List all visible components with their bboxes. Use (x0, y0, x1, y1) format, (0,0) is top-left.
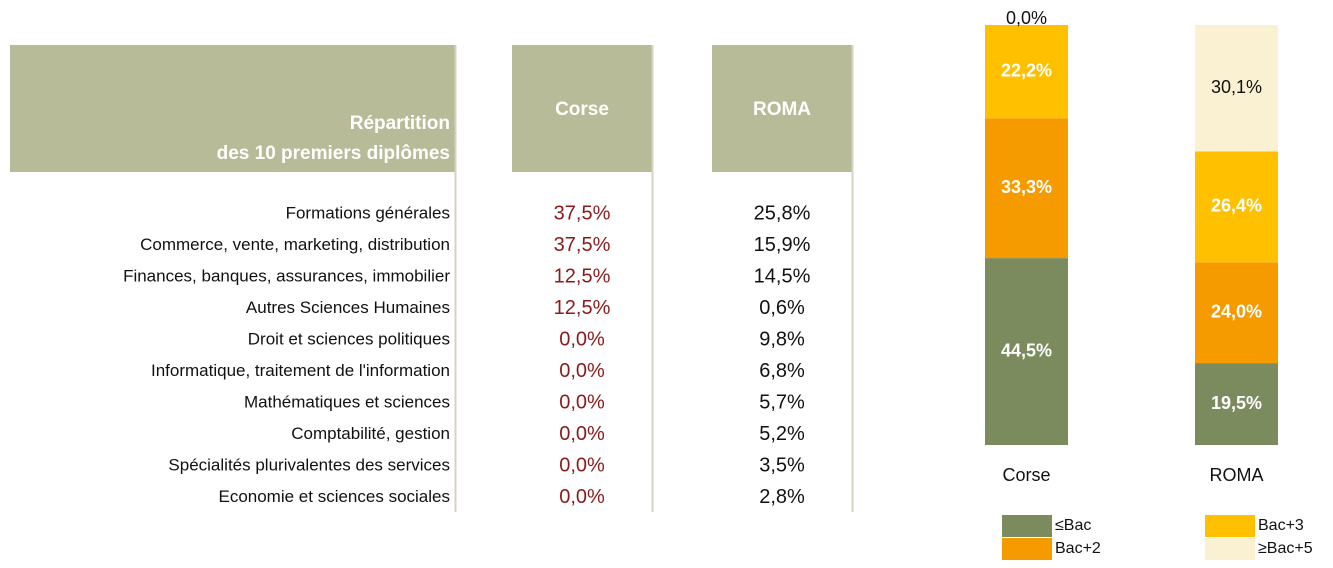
cell-value: 5,7% (759, 391, 805, 413)
cell-value: 0,6% (759, 297, 805, 319)
legend-swatch (1205, 538, 1255, 560)
cell-value: 12,5% (554, 297, 611, 319)
column-header: Corse (555, 99, 609, 120)
data-label: 24,0% (1211, 301, 1262, 321)
category-label: Corse (1002, 465, 1050, 485)
cell-value: 0,0% (559, 391, 605, 413)
cell-value: 12,5% (554, 265, 611, 287)
legend-label: Bac+2 (1055, 540, 1101, 557)
bar-segment (985, 25, 1068, 119)
data-label: 26,4% (1211, 196, 1262, 216)
cell-value: 9,8% (759, 328, 805, 350)
header-title: des 10 premiers diplômes (217, 143, 450, 164)
legend-swatch (1002, 515, 1052, 537)
data-label: 33,3% (1001, 177, 1052, 197)
row-label: Formations générales (286, 203, 450, 222)
cell-value: 0,0% (559, 360, 605, 382)
cell-value: 14,5% (754, 265, 811, 287)
column-header: ROMA (753, 99, 811, 120)
data-label: 22,2% (1001, 60, 1052, 80)
data-label: 44,5% (1001, 340, 1052, 360)
row-label: Finances, banques, assurances, immobilie… (123, 266, 450, 285)
legend-label: ≤Bac (1055, 517, 1091, 534)
bar-segment (1195, 151, 1278, 263)
row-label: Comptabilité, gestion (291, 424, 450, 443)
cell-value: 3,5% (759, 454, 805, 476)
row-label: Commerce, vente, marketing, distribution (140, 235, 450, 254)
cell-value: 0,0% (559, 328, 605, 350)
data-label: 19,5% (1211, 393, 1262, 413)
header-cell (512, 45, 652, 172)
bar-segment (985, 118, 1068, 259)
data-label: 30,1% (1211, 77, 1262, 97)
row-label: Spécialités plurivalentes des services (168, 455, 450, 474)
cell-value: 15,9% (754, 234, 811, 256)
legend-swatch (1205, 515, 1255, 537)
cell-value: 5,2% (759, 423, 805, 445)
header-cell (10, 45, 455, 172)
bar-segment (1195, 363, 1278, 445)
row-label: Economie et sciences sociales (218, 487, 450, 506)
data-label: 0,0% (1006, 8, 1047, 28)
row-label: Autres Sciences Humaines (246, 298, 450, 317)
cell-value: 0,0% (559, 423, 605, 445)
cell-value: 25,8% (754, 202, 811, 224)
legend-label: ≥Bac+5 (1258, 540, 1313, 557)
cell-value: 2,8% (759, 486, 805, 508)
bar-segment (985, 258, 1068, 445)
category-label: ROMA (1210, 465, 1264, 485)
cell-value: 37,5% (554, 202, 611, 224)
header-cell (712, 45, 852, 172)
row-label: Mathématiques et sciences (244, 392, 450, 411)
legend-label: Bac+3 (1258, 517, 1304, 534)
row-label: Droit et sciences politiques (248, 329, 450, 348)
header-title: Répartition (350, 113, 450, 134)
cell-value: 0,0% (559, 486, 605, 508)
legend-swatch (1002, 538, 1052, 560)
row-label: Informatique, traitement de l'informatio… (151, 361, 450, 380)
bar-segment (1195, 25, 1278, 152)
cell-value: 37,5% (554, 234, 611, 256)
cell-value: 6,8% (759, 360, 805, 382)
bar-segment (1195, 262, 1278, 364)
cell-value: 0,0% (559, 454, 605, 476)
